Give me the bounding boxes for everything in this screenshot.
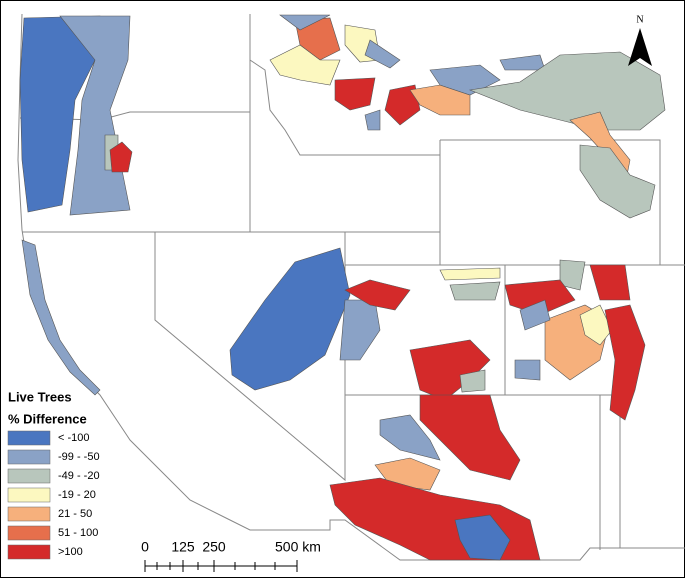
legend-title: Live Trees [8, 389, 72, 404]
scale-label: 250 [202, 539, 226, 555]
legend-swatch [7, 449, 51, 465]
scale-label: 0 [141, 539, 149, 555]
legend-swatch [7, 430, 51, 446]
scale-bar: 0 125 250 500 km [141, 539, 321, 572]
legend-swatch [7, 487, 51, 503]
legend-subtitle: % Difference [8, 411, 87, 426]
north-arrow: N [628, 14, 652, 66]
legend-swatch [7, 544, 51, 560]
legend-label: 51 - 100 [58, 527, 98, 539]
scale-label: 500 km [275, 539, 321, 555]
legend-swatch [7, 468, 51, 484]
legend-swatch [7, 506, 51, 522]
legend-label: < -100 [58, 432, 90, 444]
legend-label: -99 - -50 [58, 451, 100, 463]
north-label: N [636, 14, 643, 25]
legend-label: -19 - 20 [58, 489, 96, 501]
legend-label: >100 [58, 546, 83, 558]
legend-label: -49 - -20 [58, 470, 100, 482]
scale-label: 125 [171, 539, 195, 555]
forest-regions [19, 14, 666, 561]
legend-label: 21 - 50 [58, 508, 92, 520]
north-arrow-icon [628, 28, 652, 66]
legend-swatch [7, 525, 51, 541]
legend: Live Trees % Difference < -100 -99 - -50 -… [7, 389, 100, 560]
